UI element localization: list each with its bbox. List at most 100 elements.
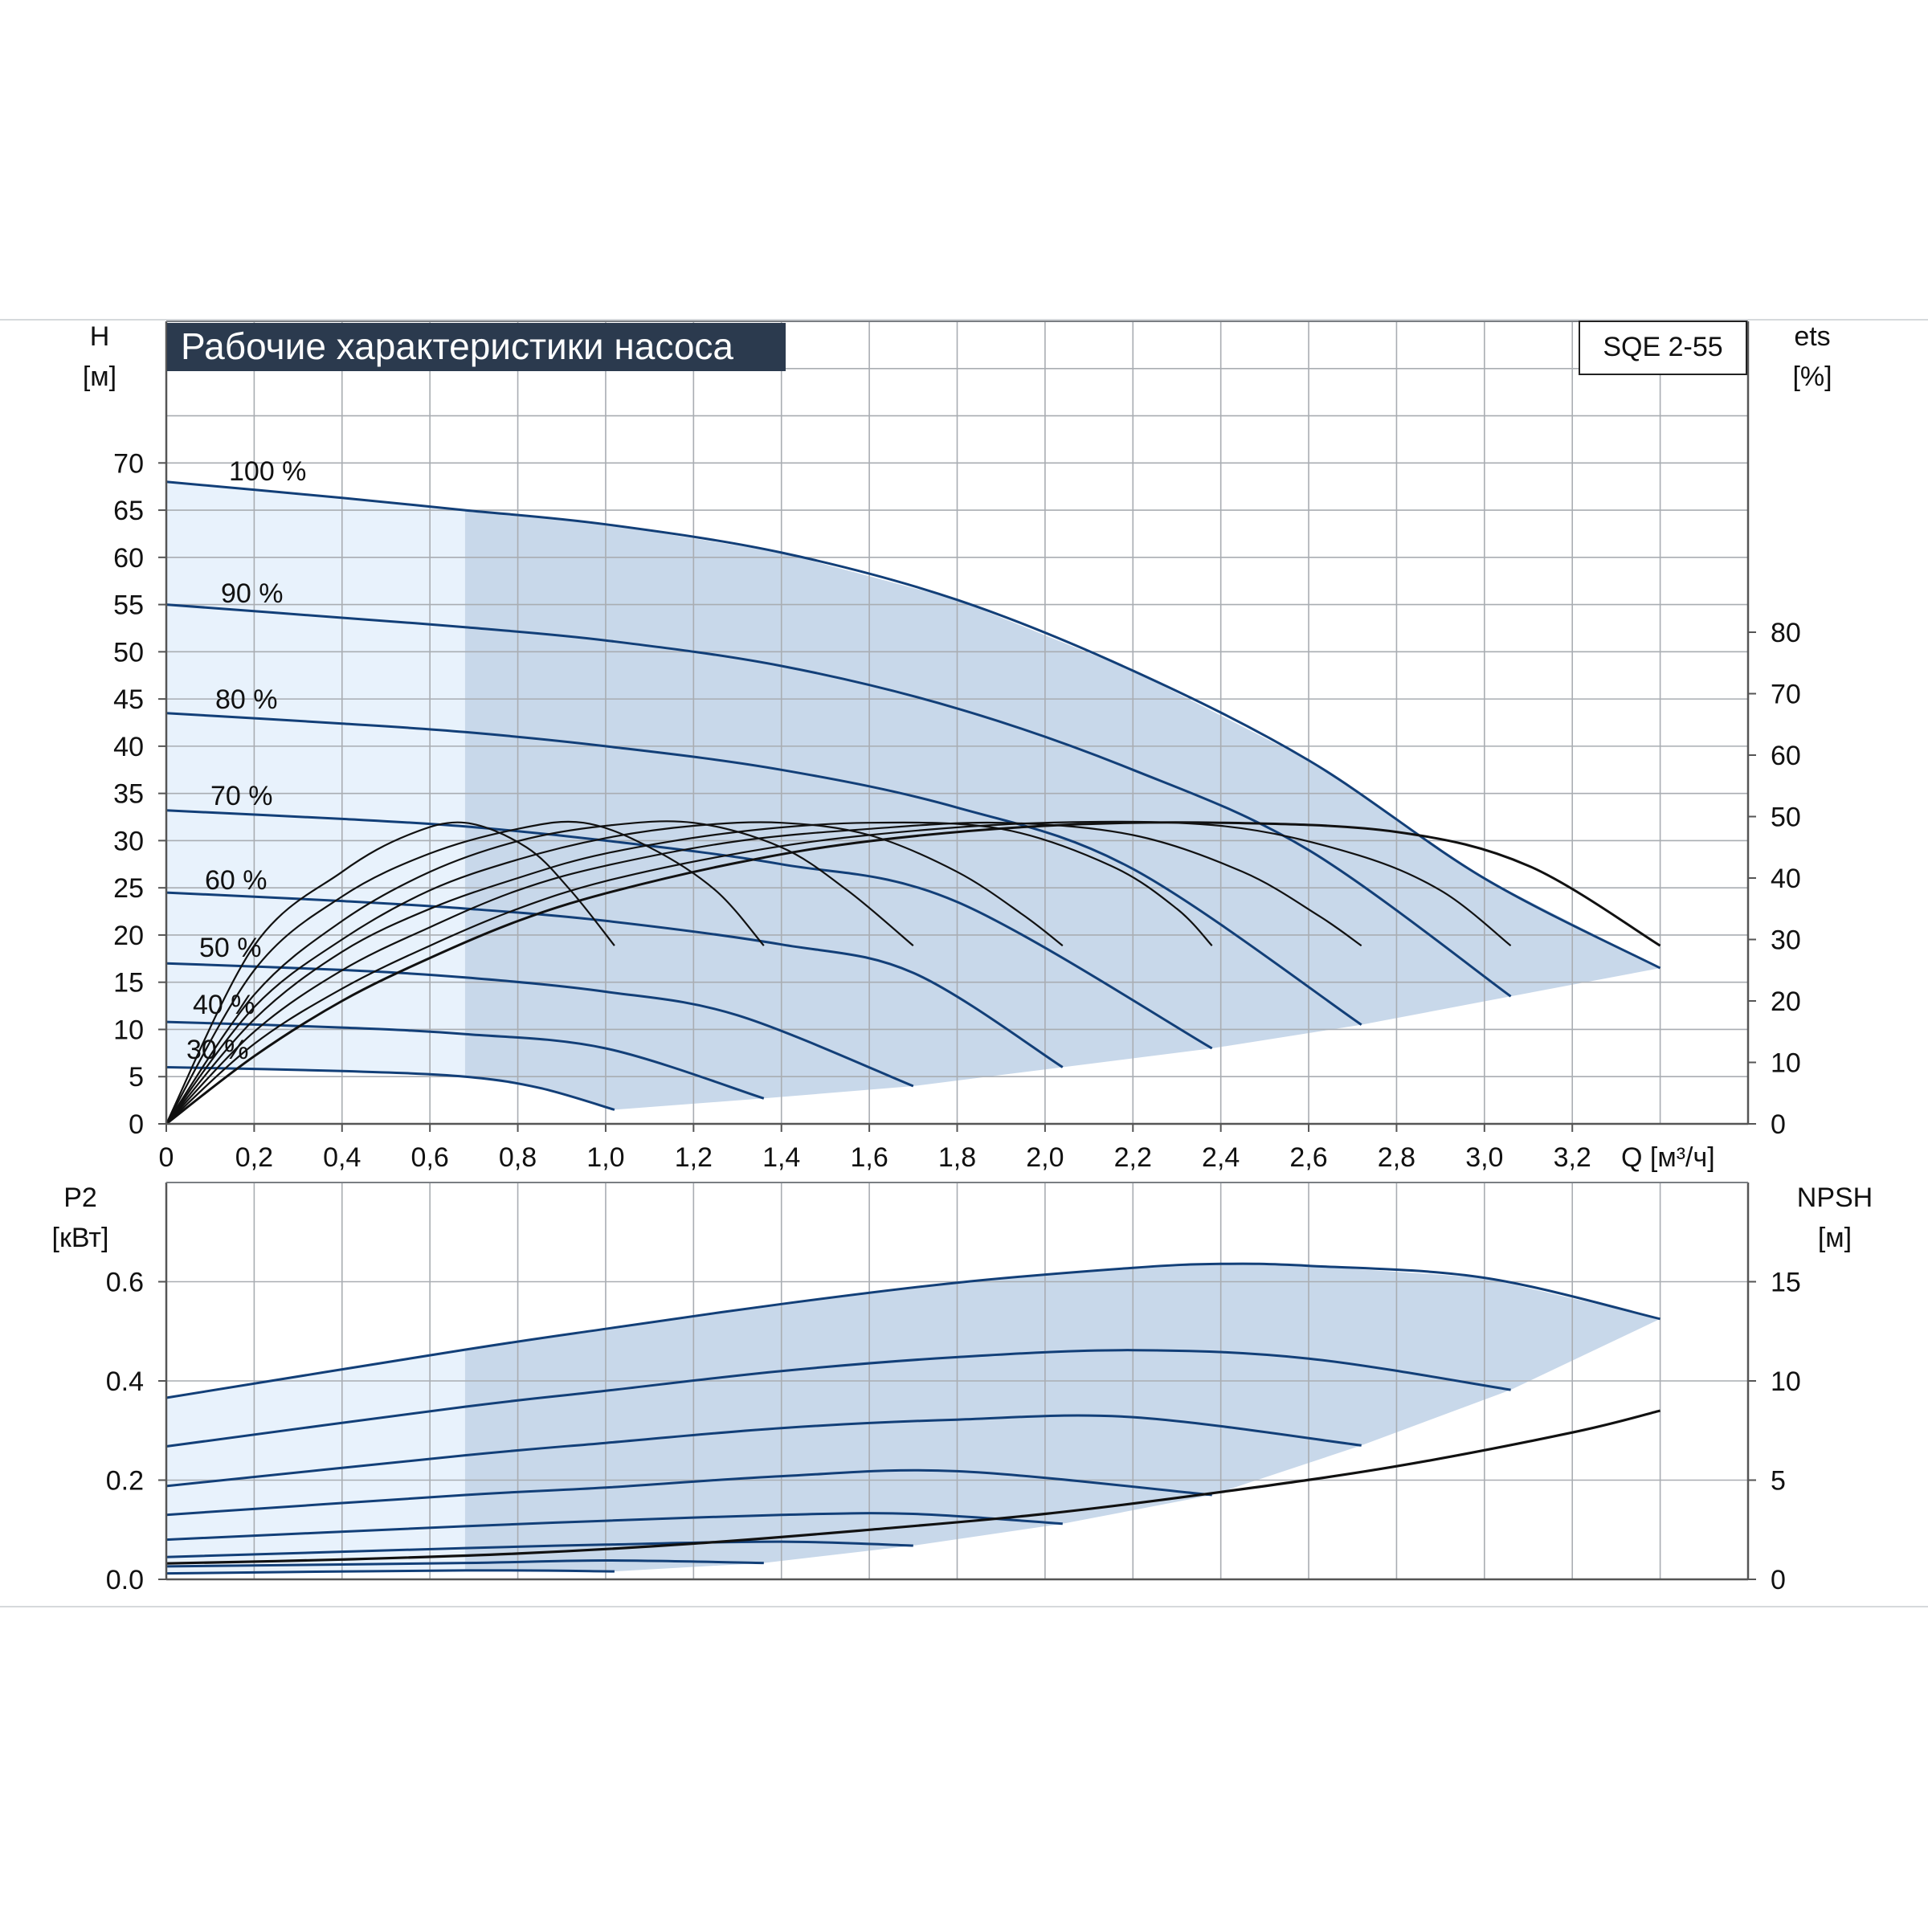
x-tick-label: 1,6 [850,1142,888,1173]
y2-tick-label: 80 [1771,618,1801,648]
power-operating-area-fill [464,1264,1660,1572]
efficiency-curves [165,820,1661,1125]
title-box [167,323,786,371]
x-tick-label: 0,4 [323,1142,361,1173]
power-operating-area [166,1264,1660,1574]
speed-label: 90 % [221,578,284,609]
y-tick-label: 50 [113,637,144,668]
efficiency-curve-6 [165,821,1362,1125]
x-tick-label: 0,6 [411,1142,449,1173]
x-axis-label: Q [м³/ч] [1621,1142,1715,1173]
efficiency-curve-3 [165,820,914,1125]
efficiency-curve-5 [165,821,1213,1125]
efficiency-curve-2 [165,820,765,1125]
power-curve-6 [165,1540,913,1558]
x-tick-label: 1,4 [762,1142,800,1173]
head-curve-7 [165,1020,765,1100]
x-tick-label: 2,8 [1378,1142,1415,1173]
y-tick-label: 0 [129,1109,144,1140]
power-low-flow-area [166,1350,465,1574]
npsh-tick-label: 10 [1771,1366,1801,1397]
power-axes: 0.0 0.2 0.4 0.6 0 5 10 15 [106,1182,1801,1595]
npsh-tick-label: 15 [1771,1268,1801,1298]
head-curve-8 [165,1066,615,1111]
head-curve-5 [165,891,1064,1068]
y2-tick-label: 50 [1771,803,1801,833]
x-tick-label: 3,0 [1465,1142,1503,1173]
y2-axis-label: ets [1794,321,1830,352]
y-axis-unit: [м] [83,361,116,392]
p2-tick-label: 0.4 [106,1366,144,1397]
x-tick-label: 2,6 [1289,1142,1327,1173]
p2-axis-unit: [кВт] [52,1223,109,1253]
head-curve-3 [165,712,1362,1026]
efficiency-curve-8 [165,821,1661,1125]
power-panel: 0.0 0.2 0.4 0.6 0 5 10 15 P2 [кВт] NPSH [м] [52,1182,1873,1595]
y2-tick-label: 10 [1771,1048,1801,1079]
p2-axis-label: P2 [63,1182,97,1213]
y2-tick-label: 70 [1771,680,1801,710]
npsh-axis-label: NPSH [1797,1182,1873,1213]
y-tick-label: 35 [113,779,144,810]
y-axis-label: H [90,321,110,352]
power-curve-3 [165,1414,1362,1488]
x-tick-label: 2,0 [1026,1142,1064,1173]
chart-title: Рабочие характеристики насоса [181,325,733,367]
npsh-axis-unit: [м] [1818,1223,1852,1253]
p2-tick-label: 0.0 [106,1565,144,1595]
efficiency-curve-7 [165,820,1512,1125]
npsh-curve-group [165,1409,1660,1565]
y-tick-label: 10 [113,1015,144,1045]
speed-label: 60 % [205,865,268,896]
operating-area [166,481,1660,1110]
head-curve-6 [165,962,914,1088]
y-tick-label: 70 [113,448,144,479]
y-tick-label: 25 [113,873,144,904]
y2-tick-label: 0 [1771,1109,1786,1140]
y-tick-label: 5 [129,1062,144,1093]
power-curve-5 [165,1512,1063,1542]
speed-label: 50 % [199,933,262,963]
npsh-tick-label: 5 [1771,1466,1786,1497]
model-label: SQE 2-55 [1603,332,1722,362]
y-tick-label: 65 [113,496,144,526]
y2-axis-unit: [%] [1792,361,1832,392]
speed-label: 40 % [193,990,255,1020]
efficiency-curve-1 [165,821,615,1125]
y2-tick-label: 30 [1771,925,1801,956]
y2-tick-label: 40 [1771,864,1801,894]
head-panel: 100 %90 %80 %70 %60 %50 %40 %30 % 051015… [83,321,1832,1173]
operating-range-area [464,510,1660,1110]
x-tick-label: 3,2 [1554,1142,1591,1173]
head-axes: 0 5 10 15 20 25 30 35 40 45 50 55 60 65 70 0 10 20 30 40 50 6… [113,321,1801,1173]
power-curve-7 [165,1558,764,1568]
power-curves [165,1262,1660,1575]
speed-label: 100 % [229,456,306,487]
power-curve-1 [165,1262,1660,1399]
speed-label: 80 % [215,684,278,715]
x-tick-label: 2,4 [1202,1142,1240,1173]
npsh-curve [165,1409,1660,1565]
low-flow-area [166,481,465,1077]
y-tick-label: 60 [113,543,144,574]
power-curve-2 [165,1349,1511,1448]
y2-tick-label: 20 [1771,986,1801,1017]
y-tick-label: 20 [113,921,144,951]
power-curve-4 [165,1468,1212,1517]
x-tick-label: 0,2 [235,1142,273,1173]
x-tick-label: 0 [159,1142,174,1173]
npsh-tick-label: 0 [1771,1565,1786,1595]
efficiency-curve-4 [165,821,1064,1125]
y-tick-label: 30 [113,826,144,856]
y-tick-label: 45 [113,684,144,715]
p2-tick-label: 0.2 [106,1466,144,1497]
y2-tick-label: 60 [1771,741,1801,771]
head-curve-1 [165,480,1661,970]
x-tick-label: 1,0 [586,1142,624,1173]
power-curve-8 [165,1569,615,1575]
model-box [1579,321,1747,375]
x-tick-label: 1,8 [938,1142,976,1173]
p2-tick-label: 0.6 [106,1268,144,1298]
